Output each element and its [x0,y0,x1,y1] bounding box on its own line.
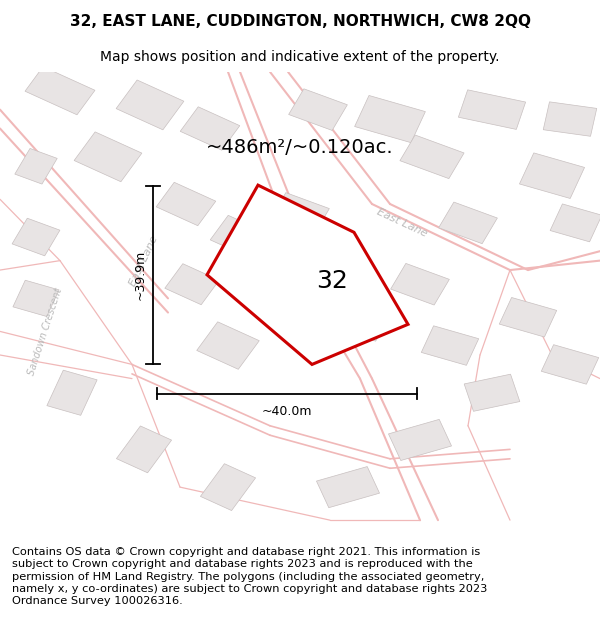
Text: ~40.0m: ~40.0m [262,405,313,418]
Polygon shape [200,464,256,511]
Text: Map shows position and indicative extent of the property.: Map shows position and indicative extent… [100,50,500,64]
Polygon shape [316,466,380,508]
Polygon shape [541,344,599,384]
Polygon shape [207,185,408,364]
Polygon shape [165,264,219,305]
Polygon shape [499,298,557,337]
Polygon shape [391,263,449,305]
Polygon shape [197,322,259,369]
Polygon shape [15,148,57,184]
Polygon shape [464,374,520,411]
Polygon shape [210,216,270,259]
Polygon shape [301,240,359,281]
Polygon shape [289,89,347,131]
Polygon shape [388,419,452,461]
Polygon shape [458,90,526,129]
Polygon shape [326,293,394,341]
Polygon shape [74,132,142,182]
Polygon shape [520,153,584,199]
Polygon shape [47,370,97,416]
Text: East Lane: East Lane [375,207,429,239]
Polygon shape [25,67,95,115]
Polygon shape [400,135,464,179]
Polygon shape [12,218,60,256]
Text: 32: 32 [316,269,348,293]
Polygon shape [13,280,59,316]
Text: Sandown Crescent: Sandown Crescent [26,286,64,376]
Polygon shape [355,96,425,142]
Polygon shape [116,426,172,472]
Polygon shape [116,80,184,130]
Polygon shape [543,102,597,136]
Polygon shape [156,182,216,226]
Polygon shape [421,326,479,366]
Text: Contains OS data © Crown copyright and database right 2021. This information is
: Contains OS data © Crown copyright and d… [12,547,487,606]
Text: 32, EAST LANE, CUDDINGTON, NORTHWICH, CW8 2QQ: 32, EAST LANE, CUDDINGTON, NORTHWICH, CW… [70,14,530,29]
Polygon shape [271,192,329,234]
Text: East Lane: East Lane [128,234,160,288]
Text: ~39.9m: ~39.9m [133,250,146,301]
Text: ~486m²/~0.120ac.: ~486m²/~0.120ac. [206,138,394,157]
Polygon shape [180,107,240,150]
Polygon shape [550,204,600,242]
Polygon shape [439,202,497,244]
